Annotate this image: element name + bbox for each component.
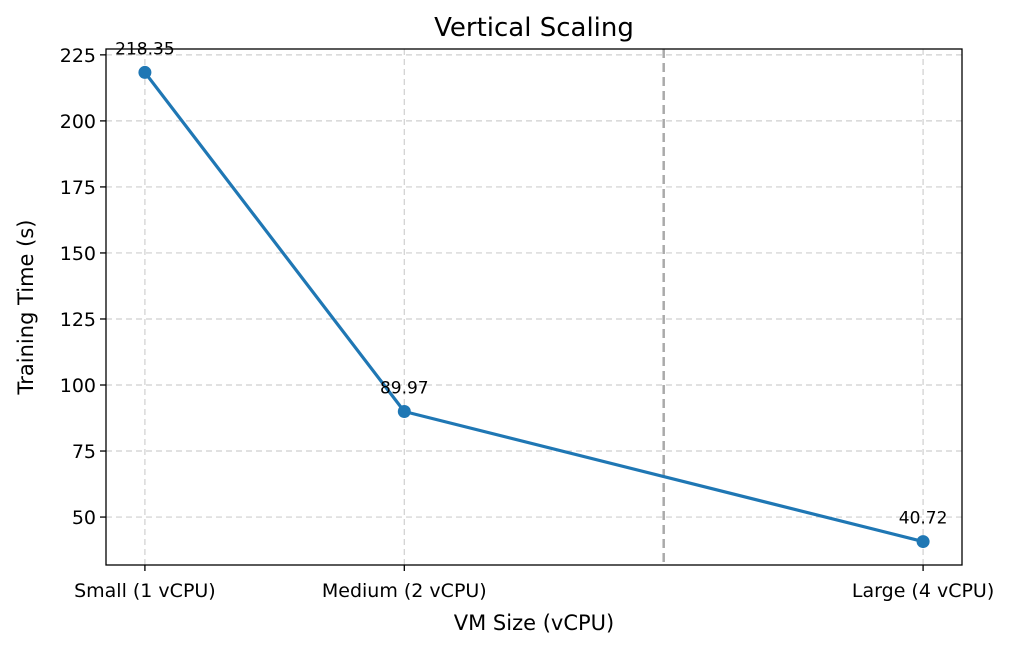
- data-label: 40.72: [899, 509, 948, 529]
- y-axis-label: Training Time (s): [14, 220, 38, 396]
- y-tick-label: 125: [60, 309, 96, 331]
- series-line: [143, 71, 924, 544]
- y-tick-label: 75: [72, 441, 96, 463]
- y-tick-label: 200: [60, 111, 96, 133]
- y-tick-label: 100: [60, 375, 96, 397]
- grid-layer: [106, 49, 962, 565]
- y-tick-label: 225: [60, 45, 96, 67]
- y-tick-label: 50: [72, 507, 96, 529]
- plot-frame: [105, 48, 963, 566]
- data-point: [397, 404, 411, 418]
- chart-title: Vertical Scaling: [434, 13, 634, 43]
- x-tick-label: Large (4 vCPU): [852, 580, 994, 602]
- data-point: [138, 65, 152, 79]
- data-label: 89.97: [380, 378, 429, 398]
- y-tick-label: 150: [60, 243, 96, 265]
- x-tick-label: Medium (2 vCPU): [322, 580, 487, 602]
- data-point: [916, 535, 930, 549]
- tick-layer: 50 75 100 125 150 175 200 225 Small (1 vCPU) Medi…: [60, 45, 995, 602]
- x-axis-label: VM Size (vCPU): [454, 611, 614, 635]
- series-layer: [138, 65, 930, 549]
- y-tick-label: 175: [60, 177, 96, 199]
- x-tick-label: Small (1 vCPU): [74, 580, 216, 602]
